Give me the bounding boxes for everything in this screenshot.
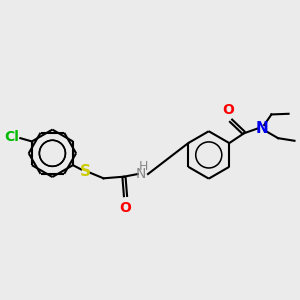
Text: N: N: [256, 121, 268, 136]
Text: S: S: [80, 164, 91, 178]
Text: O: O: [120, 201, 131, 215]
Text: H: H: [139, 160, 148, 173]
Text: Cl: Cl: [4, 130, 19, 145]
Text: N: N: [136, 167, 146, 181]
Text: O: O: [223, 103, 235, 117]
